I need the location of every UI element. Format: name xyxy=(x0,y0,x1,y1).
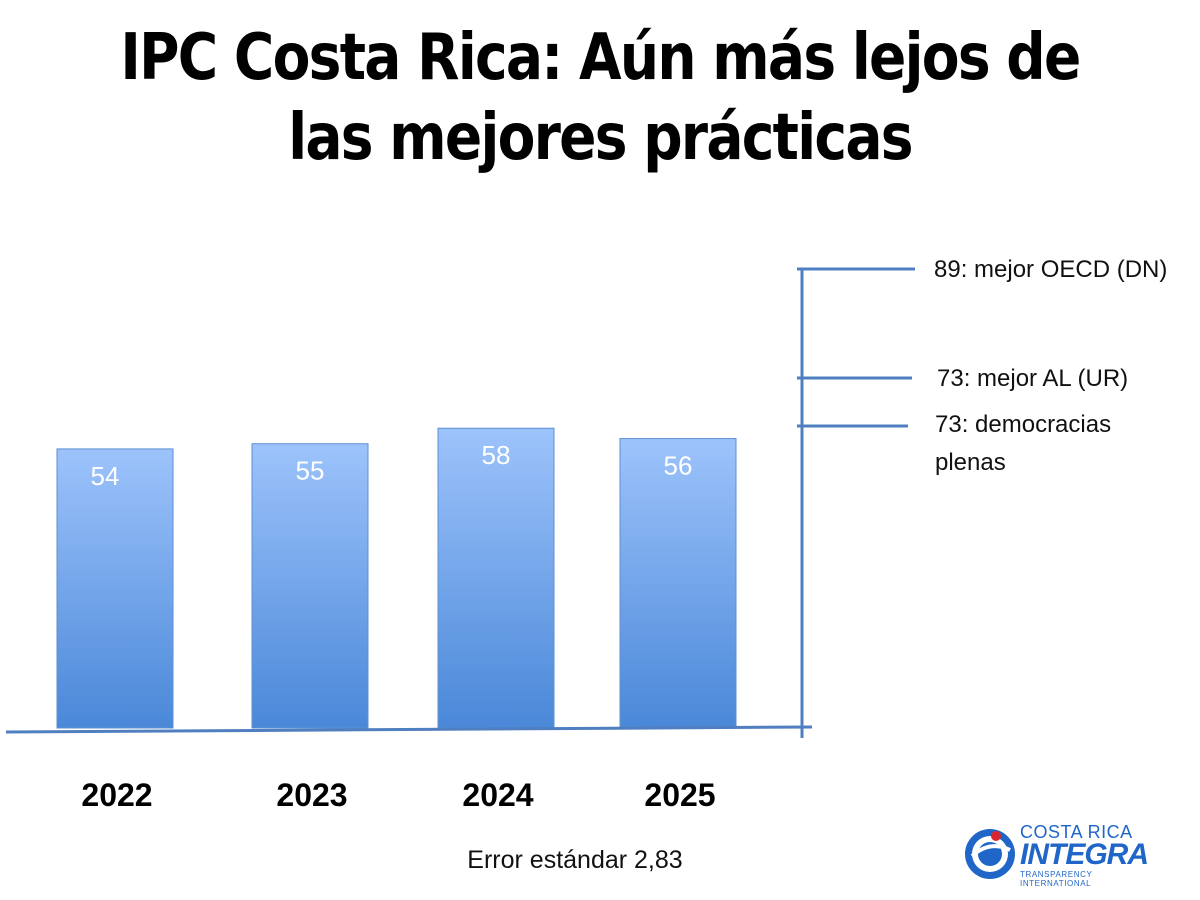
reference-label: 73: democracias plenas xyxy=(935,411,1111,476)
reference-label: 89: mejor OECD (DN) xyxy=(934,256,1167,283)
integra-logo: COSTA RICA INTEGRA TRANSPARENCY INTERNAT… xyxy=(962,822,1162,888)
bar-2024 xyxy=(437,427,555,729)
reference-label: 73: mejor AL (UR) xyxy=(937,365,1128,392)
bar-value-label: 55 xyxy=(296,456,325,486)
bar-2022 xyxy=(56,448,174,729)
category-label: 2023 xyxy=(276,777,347,813)
category-label: 2024 xyxy=(462,777,533,813)
category-label: 2022 xyxy=(81,777,152,813)
standard-error-note: Error estándar 2,83 xyxy=(467,846,683,874)
x-axis-line xyxy=(5,725,813,734)
globe-person-icon xyxy=(965,829,1015,879)
category-label: 2025 xyxy=(644,777,715,813)
logo-line3: TRANSPARENCY INTERNATIONAL xyxy=(1020,870,1093,888)
logo-line2: INTEGRA xyxy=(1020,838,1149,871)
bar-2025 xyxy=(619,438,737,729)
bar-value-label: 54 xyxy=(91,461,120,491)
page-title: IPC Costa Rica: Aún más lejos de las mej… xyxy=(120,21,1081,175)
bar-value-label: 56 xyxy=(664,451,693,481)
logo-line1: COSTA RICA xyxy=(1020,822,1133,842)
bar-2023 xyxy=(251,443,369,729)
bar-value-label: 58 xyxy=(482,440,511,470)
